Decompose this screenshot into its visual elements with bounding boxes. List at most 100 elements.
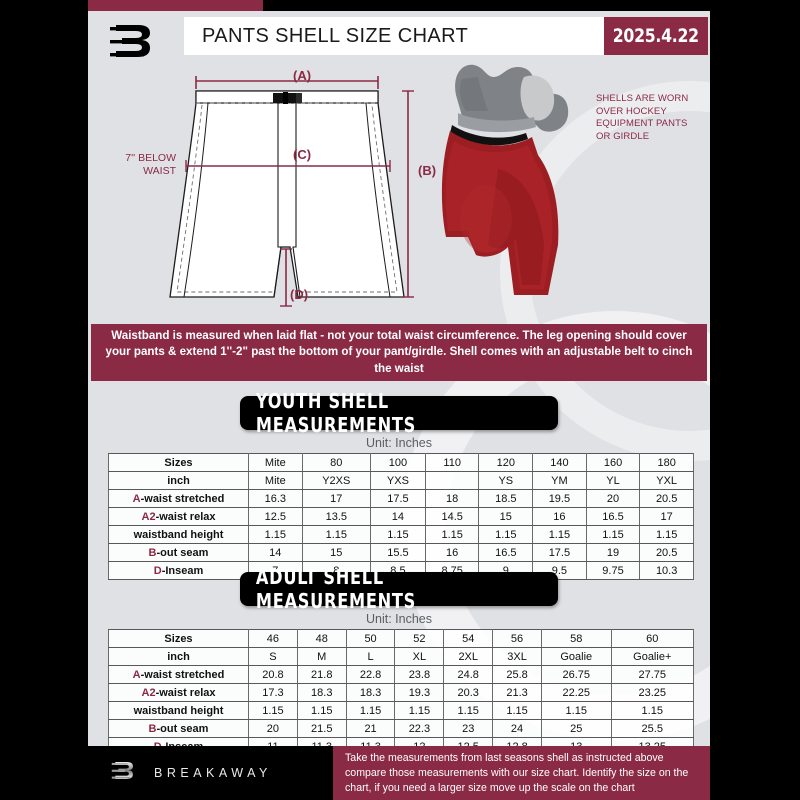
table-cell: Mite bbox=[248, 453, 303, 472]
table-cell: 1.15 bbox=[345, 701, 396, 720]
table-cell: 21 bbox=[345, 719, 396, 738]
row-label: waistband height bbox=[108, 525, 249, 544]
table-cell: 23.8 bbox=[394, 665, 445, 684]
table-cell: 160 bbox=[585, 453, 641, 472]
table-cell: M bbox=[296, 647, 347, 666]
table-cell: 21.3 bbox=[492, 683, 542, 702]
row-label: Sizes bbox=[108, 629, 249, 648]
table-cell: 20 bbox=[248, 719, 298, 738]
table-cell: S bbox=[248, 647, 298, 666]
table-cell: YXL bbox=[639, 471, 694, 490]
table-cell: 16 bbox=[532, 507, 587, 526]
table-cell: 1.15 bbox=[296, 701, 347, 720]
table-cell: YM bbox=[532, 471, 587, 490]
table-cell: 25.5 bbox=[610, 719, 695, 738]
content-panel: PANTS SHELL SIZE CHART 2025.4.22 bbox=[88, 11, 710, 746]
table-cell: 19.3 bbox=[394, 683, 445, 702]
table-cell: 2XL bbox=[443, 647, 494, 666]
table-cell: 1.15 bbox=[248, 525, 303, 544]
table-cell: 21.8 bbox=[296, 665, 347, 684]
row-label-key: A2 bbox=[141, 686, 156, 699]
product-photo bbox=[428, 59, 598, 309]
table-cell: Y2XS bbox=[301, 471, 371, 490]
row-label-key: B bbox=[148, 546, 157, 559]
table-cell: 20.3 bbox=[443, 683, 494, 702]
page-header: PANTS SHELL SIZE CHART 2025.4.22 bbox=[88, 11, 710, 59]
table-cell: 1.15 bbox=[478, 525, 534, 544]
table-cell: 14 bbox=[369, 507, 426, 526]
row-label: D-Inseam bbox=[108, 561, 249, 580]
table-cell: 1.15 bbox=[248, 701, 298, 720]
dimension-label-c: (C) bbox=[293, 147, 312, 162]
table-cell: 24 bbox=[492, 719, 542, 738]
table-cell: 18.3 bbox=[296, 683, 347, 702]
table-cell bbox=[424, 471, 480, 490]
table-cell: 1.15 bbox=[532, 525, 587, 544]
table-cell: 25 bbox=[540, 719, 612, 738]
row-label: inch bbox=[108, 647, 249, 666]
table-cell: Mite bbox=[248, 471, 303, 490]
below-waist-label: 7'' BELOW WAIST bbox=[125, 152, 176, 177]
shell-technical-drawing: (A) (B) (C) (D) 7'' BELOW WAIST bbox=[118, 59, 468, 309]
table-cell: 1.15 bbox=[639, 525, 694, 544]
table-cell: 17.3 bbox=[248, 683, 298, 702]
table-cell: 20.8 bbox=[248, 665, 298, 684]
row-label: Sizes bbox=[108, 453, 249, 472]
table-cell: 18.3 bbox=[345, 683, 396, 702]
table-row: A-waist stretched 20.8 21.8 22.8 23.8 24.8 25.… bbox=[108, 665, 695, 684]
page-title: PANTS SHELL SIZE CHART bbox=[202, 24, 469, 47]
table-cell: 19 bbox=[585, 543, 641, 562]
row-label-key: B bbox=[148, 722, 157, 735]
table-cell: 11 bbox=[248, 737, 298, 746]
row-label-key: A2 bbox=[141, 510, 156, 523]
row-label: D-Inseam bbox=[108, 737, 249, 746]
table-row: inch Mite Y2XS YXS YS YM YL YXL bbox=[108, 471, 694, 490]
table-cell: 1.15 bbox=[369, 525, 426, 544]
table-cell: 9.75 bbox=[585, 561, 641, 580]
table-cell: 22.8 bbox=[345, 665, 396, 684]
adult-measurements-table: Sizes 46 48 50 52 54 56 58 60 inch S M L XL 2XL 3XL Goal… bbox=[108, 629, 695, 746]
table-cell: 180 bbox=[639, 453, 694, 472]
dimension-label-a: (A) bbox=[293, 68, 312, 83]
table-cell: 1.15 bbox=[301, 525, 371, 544]
table-row: B-out seam 14 15 15.5 16 16.5 17.5 19 20.5 bbox=[108, 543, 694, 562]
table-cell: 20.5 bbox=[639, 489, 694, 508]
dimension-label-d: (D) bbox=[290, 287, 309, 302]
table-cell: 18.5 bbox=[478, 489, 534, 508]
table-cell: 12.5 bbox=[443, 737, 494, 746]
table-cell: 19.5 bbox=[532, 489, 587, 508]
table-cell: Goalie+ bbox=[610, 647, 695, 666]
row-label: A-waist stretched bbox=[108, 489, 249, 508]
table-cell: 20.5 bbox=[639, 543, 694, 562]
row-label: B-out seam bbox=[108, 543, 249, 562]
table-cell: 17.5 bbox=[532, 543, 587, 562]
table-cell: 1.15 bbox=[540, 701, 612, 720]
table-cell: 12.5 bbox=[248, 507, 303, 526]
table-cell: 1.15 bbox=[443, 701, 494, 720]
table-cell: L bbox=[345, 647, 396, 666]
row-label: inch bbox=[108, 471, 249, 490]
table-cell: 110 bbox=[424, 453, 480, 472]
row-label-key: D bbox=[153, 564, 162, 577]
table-cell: 16.5 bbox=[585, 507, 641, 526]
table-row: B-out seam 20 21.5 21 22.3 23 24 25 25.5 bbox=[108, 719, 695, 738]
table-row: inch S M L XL 2XL 3XL Goalie Goalie+ bbox=[108, 647, 695, 666]
youth-measurements-table: Sizes Mite 80 100 110 120 140 160 180 inch Mite Y2X… bbox=[108, 453, 694, 580]
table-cell: YS bbox=[478, 471, 534, 490]
adult-heading-text: ADULT SHELL MEASUREMENTS bbox=[255, 565, 417, 613]
table-cell: 20 bbox=[585, 489, 641, 508]
table-row: D-Inseam1111.311.31212.512.81313.25 bbox=[108, 737, 695, 746]
table-cell: 80 bbox=[301, 453, 371, 472]
measurement-note-banner: Waistband is measured when laid flat - n… bbox=[91, 324, 707, 381]
top-accent-strip bbox=[88, 0, 263, 11]
photo-caption: SHELLS ARE WORN OVER HOCKEY EQUIPMENT PANT… bbox=[596, 93, 689, 142]
table-cell: XL bbox=[394, 647, 445, 666]
footer-brand-block: BREAKAWAY bbox=[88, 746, 333, 800]
table-cell: 23 bbox=[443, 719, 494, 738]
table-cell: 1.15 bbox=[610, 701, 695, 720]
table-row: waistband height 1.15 1.15 1.15 1.15 1.15 1.15… bbox=[108, 701, 695, 720]
table-cell: 50 bbox=[345, 629, 396, 648]
table-cell: 22.3 bbox=[394, 719, 445, 738]
table-cell: 48 bbox=[296, 629, 347, 648]
